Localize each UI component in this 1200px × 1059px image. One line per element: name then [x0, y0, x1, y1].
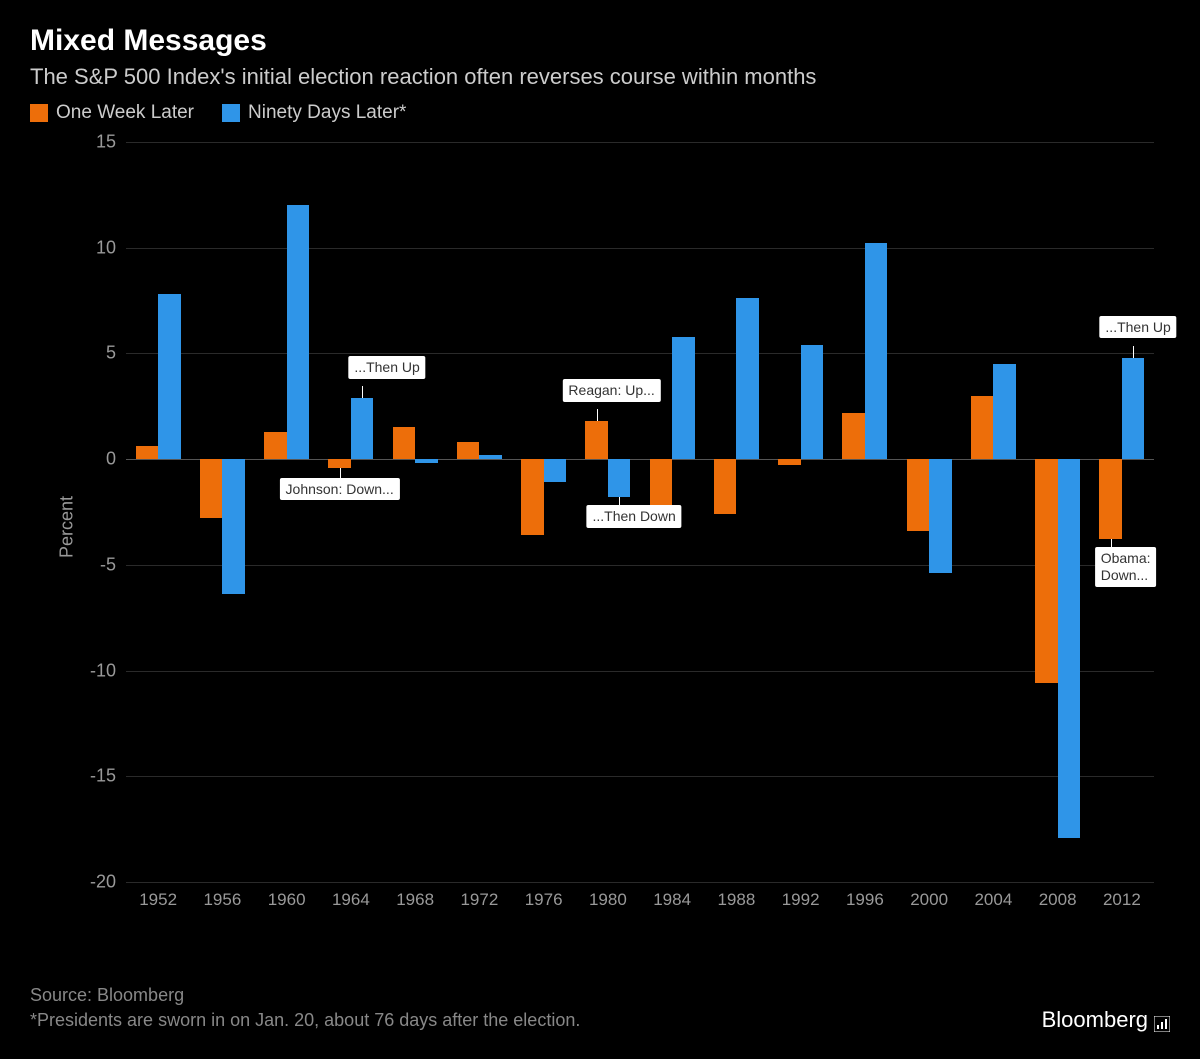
bar-one-week: [650, 459, 672, 512]
chart-title: Mixed Messages: [30, 24, 1170, 58]
annotation-label: Johnson: Down...: [280, 478, 400, 501]
bar-ninety-days: [544, 459, 566, 482]
bar-one-week: [907, 459, 929, 531]
grid-line: [126, 248, 1154, 249]
bar-one-week: [714, 459, 736, 514]
bar-one-week: [264, 432, 286, 459]
bar-ninety-days: [993, 364, 1015, 459]
legend-swatch-1: [30, 104, 48, 122]
annotation-label: ...Then Down: [586, 505, 681, 528]
x-tick-label: 1968: [396, 890, 434, 910]
grid-line: [126, 671, 1154, 672]
chart-subtitle: The S&P 500 Index's initial election rea…: [30, 64, 1170, 90]
y-tick-label: 10: [66, 237, 116, 258]
bar-one-week: [457, 442, 479, 459]
bar-ninety-days: [479, 455, 501, 459]
chart-container: Mixed Messages The S&P 500 Index's initi…: [0, 0, 1200, 1059]
bar-ninety-days: [1122, 358, 1144, 459]
grid-line: [126, 142, 1154, 143]
x-tick-label: 2012: [1103, 890, 1141, 910]
chart-footer: Source: Bloomberg *Presidents are sworn …: [30, 983, 580, 1033]
annotation-connector: [1111, 539, 1112, 549]
grid-line: [126, 565, 1154, 566]
x-tick-label: 2008: [1039, 890, 1077, 910]
grid-line: [126, 882, 1154, 883]
bar-ninety-days: [415, 459, 437, 463]
x-tick-label: 1976: [525, 890, 563, 910]
bar-ninety-days: [1058, 459, 1080, 837]
annotation-label: ...Then Up: [348, 356, 425, 379]
grid-line: [126, 776, 1154, 777]
annotation-connector: [362, 386, 363, 398]
x-tick-label: 1972: [460, 890, 498, 910]
brand-logo: Bloomberg: [1042, 1007, 1170, 1033]
y-tick-label: 0: [66, 449, 116, 470]
bar-one-week: [200, 459, 222, 518]
y-axis-label: Percent: [57, 496, 78, 558]
annotation-label: Reagan: Up...: [562, 379, 660, 402]
bar-ninety-days: [287, 205, 309, 459]
bar-one-week: [585, 421, 607, 459]
bar-one-week: [1099, 459, 1121, 539]
x-tick-label: 1984: [653, 890, 691, 910]
footnote-text: *Presidents are sworn in on Jan. 20, abo…: [30, 1008, 580, 1033]
source-text: Source: Bloomberg: [30, 983, 580, 1008]
bar-one-week: [842, 413, 864, 460]
annotation-connector: [597, 409, 598, 421]
y-tick-label: -10: [66, 660, 116, 681]
y-tick-label: 15: [66, 132, 116, 153]
x-tick-label: 1964: [332, 890, 370, 910]
bar-one-week: [393, 427, 415, 459]
bar-one-week: [136, 446, 158, 459]
x-tick-label: 1996: [846, 890, 884, 910]
bloomberg-icon: [1154, 1012, 1170, 1028]
x-tick-label: 2000: [910, 890, 948, 910]
annotation-connector: [1133, 346, 1134, 358]
x-tick-label: 1980: [589, 890, 627, 910]
bar-ninety-days: [608, 459, 630, 497]
bar-one-week: [521, 459, 543, 535]
x-tick-label: 1960: [268, 890, 306, 910]
legend-item-1: One Week Later: [30, 102, 194, 124]
bar-ninety-days: [929, 459, 951, 573]
legend-label-2: Ninety Days Later*: [248, 102, 406, 124]
bar-ninety-days: [222, 459, 244, 594]
annotation-connector: [619, 497, 620, 507]
legend-item-2: Ninety Days Later*: [222, 102, 406, 124]
bar-ninety-days: [801, 345, 823, 459]
y-tick-label: 5: [66, 343, 116, 364]
x-tick-label: 1952: [139, 890, 177, 910]
bar-ninety-days: [865, 243, 887, 459]
legend: One Week Later Ninety Days Later*: [30, 102, 1170, 124]
grid-line: [126, 353, 1154, 354]
x-tick-label: 1956: [203, 890, 241, 910]
annotation-label: Obama:Down...: [1095, 547, 1157, 587]
legend-label-1: One Week Later: [56, 102, 194, 124]
chart-area: Percent -20-15-10-5051015195219561960196…: [30, 132, 1170, 922]
brand-name: Bloomberg: [1042, 1007, 1148, 1033]
bar-one-week: [778, 459, 800, 465]
y-tick-label: -20: [66, 872, 116, 893]
plot-area: -20-15-10-505101519521956196019641968197…: [126, 142, 1154, 882]
bar-ninety-days: [158, 294, 180, 459]
annotation-connector: [340, 468, 341, 478]
y-tick-label: -5: [66, 554, 116, 575]
bar-ninety-days: [672, 337, 694, 460]
bar-one-week: [971, 396, 993, 459]
legend-swatch-2: [222, 104, 240, 122]
bar-one-week: [1035, 459, 1057, 683]
zero-line: [126, 459, 1154, 460]
x-tick-label: 1992: [782, 890, 820, 910]
bar-one-week: [328, 459, 350, 467]
bar-ninety-days: [736, 298, 758, 459]
x-tick-label: 2004: [974, 890, 1012, 910]
x-tick-label: 1988: [717, 890, 755, 910]
bar-ninety-days: [351, 398, 373, 459]
annotation-label: ...Then Up: [1099, 316, 1176, 339]
y-tick-label: -15: [66, 766, 116, 787]
